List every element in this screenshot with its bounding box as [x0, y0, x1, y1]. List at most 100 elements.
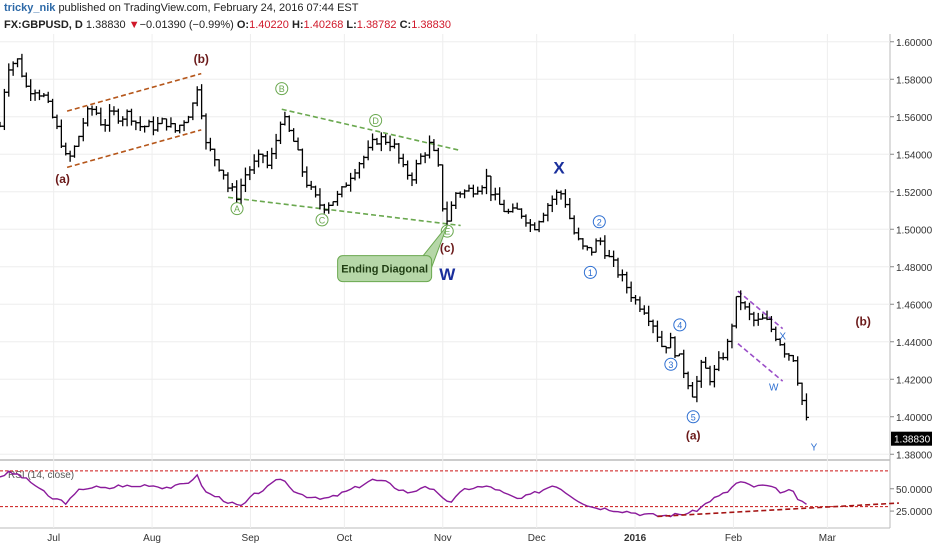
author-link[interactable]: tricky_nik: [4, 2, 56, 14]
ohlc-bar: [383, 134, 389, 145]
time-tick-label: Jul: [47, 533, 60, 544]
ohlc-bar: [67, 150, 73, 162]
wave-label-circle: [673, 318, 687, 332]
ohlc-bar: [50, 98, 56, 119]
price-tick-label: 1.40000: [896, 413, 932, 424]
ohlc-bar: [584, 245, 590, 251]
wave-label: 1: [588, 268, 593, 278]
rsi-tick-label: 25.0000: [896, 507, 932, 518]
ohlc-bar: [251, 154, 257, 175]
ohlc-bar: [707, 365, 713, 386]
wave-label-circle: [230, 202, 244, 216]
wave-label: (b): [194, 52, 209, 66]
ohlc-bar: [172, 122, 178, 133]
ohlc-bar: [72, 145, 78, 158]
ohlc-bar: [711, 365, 717, 388]
wave-label-circle: [592, 215, 606, 229]
ohlc-bar: [694, 375, 700, 403]
rsi-tick-label: 50.0000: [896, 485, 932, 496]
ohlc-bar: [286, 115, 292, 133]
ohlc-bar: [168, 117, 174, 128]
wave-label: A: [234, 204, 240, 214]
ohlc-bar: [619, 269, 625, 282]
trendline: [66, 129, 202, 169]
ohlc-bar: [760, 313, 766, 320]
wave-label-circle: [664, 357, 678, 371]
last-price-label: 1.38830: [894, 435, 931, 446]
price-tick-label: 1.56000: [896, 113, 932, 124]
ohlc-bar: [102, 119, 108, 132]
time-tick-label: Oct: [337, 533, 353, 544]
symbol-name[interactable]: FX:GBPUSD, D: [4, 19, 83, 31]
ohlc-bar: [80, 117, 86, 142]
ohlc-bar: [76, 135, 82, 147]
ohlc-bar: [510, 203, 516, 213]
ohlc-bar: [751, 311, 757, 327]
time-axis[interactable]: Jul Aug Sep Oct Nov Dec 2016 Feb Mar: [47, 533, 836, 544]
time-tick-label: 2016: [624, 533, 647, 544]
last-price-marker: [891, 431, 932, 446]
ohlc-bar: [448, 201, 454, 222]
ohlc-bar: [190, 102, 196, 121]
ohlc-bar: [803, 393, 809, 421]
wave-label-circle: [275, 82, 289, 96]
callout-box: [337, 255, 433, 283]
price-axis[interactable]: 1.60000 1.58000 1.56000 1.54000 1.52000 1.500…: [890, 38, 932, 462]
ohlc-bar: [646, 305, 652, 327]
rsi-pane: RSI (14, close) 50.0000 25.0000: [0, 470, 932, 518]
ohlc-bar: [181, 120, 187, 132]
ohlc-bar: [229, 182, 235, 192]
ohlc-bar: [681, 349, 687, 379]
ohlc-bar: [606, 249, 612, 258]
ohlc-bar: [308, 180, 314, 190]
wave-label: 2: [597, 217, 602, 227]
low-value: 1.38782: [356, 19, 397, 31]
wave-label-circle: [315, 213, 329, 227]
wave-label: 3: [668, 360, 673, 370]
ohlc-bar: [387, 135, 393, 152]
ohlc-bar: [146, 119, 152, 128]
wave-label: C: [319, 215, 326, 225]
ohlc-bar: [580, 238, 586, 250]
high-label: H:: [291, 19, 304, 31]
wave-label: 5: [691, 412, 696, 422]
ohlc-bar: [273, 133, 279, 160]
ohlc-bar: [431, 139, 437, 152]
ohlc-bar: [484, 168, 490, 195]
ohlc-bar: [659, 330, 665, 348]
price-tick-label: 1.54000: [896, 150, 932, 161]
ohlc-bar: [6, 63, 12, 97]
wave-label: E: [444, 227, 450, 237]
price-tick-label: 1.60000: [896, 38, 932, 49]
ohlc-bar: [326, 202, 332, 214]
ohlc-bar: [790, 354, 796, 362]
wave-label: X: [779, 332, 786, 343]
ohlc-bar: [120, 116, 126, 127]
ohlc-bar: [755, 312, 761, 326]
wave-label: (a): [686, 429, 701, 443]
ohlc-bar: [597, 237, 603, 246]
ohlc-bar: [782, 342, 788, 358]
ohlc-bar: [1, 88, 7, 131]
ohlc-bar: [225, 172, 231, 193]
ohlc-bar: [260, 153, 266, 164]
ohlc-bar: [194, 86, 200, 107]
ohlc-bar: [514, 202, 520, 210]
ohlc-bar: [462, 189, 468, 199]
ohlc-bar: [391, 138, 397, 149]
open-value: 1.40220: [249, 19, 289, 31]
ohlc-bar: [641, 305, 647, 315]
ohlc-bar: [698, 359, 704, 388]
rsi-line: [0, 470, 807, 518]
ohlc-bar: [256, 149, 262, 168]
ohlc-bar: [663, 345, 669, 354]
ohlc-bar: [418, 153, 424, 165]
ohlc-bar: [466, 184, 472, 192]
symbol-line: FX:GBPUSD, D 1.38830 ▼−0.01390 (−0.99%) …: [4, 19, 451, 31]
wave-label: B: [279, 84, 285, 94]
ohlc-bar: [400, 153, 406, 168]
rsi-trendline: [657, 502, 899, 518]
ohlc-bar: [589, 246, 595, 256]
ohlc-bar: [676, 353, 682, 357]
